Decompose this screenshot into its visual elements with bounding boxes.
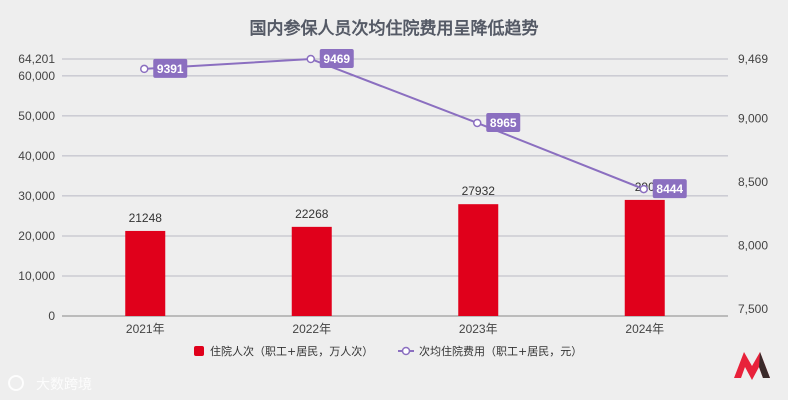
bar [624,199,665,316]
line-value-badge [319,49,354,68]
x-tick-label: 2022年 [292,322,331,336]
right-tick-label: 9,469 [738,52,768,66]
left-tick-label: 50,000 [18,109,55,123]
line-point [473,118,482,128]
watermark: 大数跨境 [8,375,92,393]
bar [458,204,499,316]
bar [125,230,166,316]
x-tick-label: 2024年 [625,322,664,336]
left-axis: 0 10,000 20,000 30,000 40,000 50,000 60,000 64,… [18,52,55,323]
right-tick-label: 7,500 [738,302,768,316]
watermark-text: 大数跨境 [36,377,92,393]
bar-value-label: 22268 [295,207,329,221]
line-point [639,184,648,194]
legend-line-label: 次均住院费用（职工+居民，元） [419,344,582,358]
right-axis: 7,500 8,000 8,500 9,000 9,469 [738,52,768,316]
line-point [306,54,315,64]
right-tick-label: 8,500 [738,175,768,189]
legend: 住院人次（职工+居民，万人次） 次均住院费用（职工+居民，元） [194,344,582,358]
bar-value-label: 21248 [129,211,163,225]
x-tick-label: 2023年 [459,322,498,336]
legend-bar-label: 住院人次（职工+居民，万人次） [210,344,373,358]
x-axis: 2021年 2022年 2023年 2024年 [126,322,664,336]
series-line [144,57,645,191]
line-value-badge [486,112,521,132]
line-value-badge [652,179,687,199]
bar [291,226,332,316]
line-point [140,64,149,74]
right-tick-label: 9,000 [738,112,768,126]
line-value-label: 8965 [490,116,517,130]
left-tick-label: 40,000 [18,149,55,163]
left-tick-label: 20,000 [18,229,55,243]
legend-bar-swatch [194,346,204,356]
left-tick-label: 60,000 [18,69,55,83]
line-value-label: 8444 [656,182,683,196]
line-value-badge [153,58,188,78]
left-tick-label: 30,000 [18,189,55,203]
line-value-label: 9469 [323,52,350,66]
line-value-label: 9391 [157,62,184,76]
left-tick-label: 64,201 [18,52,55,66]
bar-value-label: 27932 [462,184,496,198]
bar-series: 212482226827932290 [125,180,665,316]
brand-logo-icon [734,352,770,380]
right-tick-label: 8,000 [738,238,768,252]
left-tick-label: 10,000 [18,269,55,283]
watermark-logo-icon [8,375,24,391]
line-series: 9391 9469 8965 8444 [140,49,687,199]
chart-title: 国内参保人员次均住院费用呈降低趋势 [250,18,539,39]
x-tick-label: 2021年 [126,322,165,336]
left-tick-label: 0 [48,309,55,323]
legend-line-marker [401,346,411,356]
